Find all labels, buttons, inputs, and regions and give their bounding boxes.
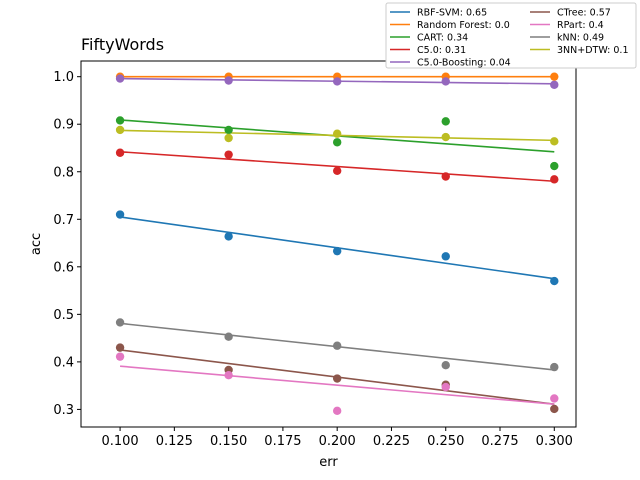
legend-box <box>385 2 637 69</box>
data-point-series-4 <box>441 172 450 181</box>
data-point-series-9 <box>550 137 559 146</box>
x-tick-label: 0.175 <box>264 434 301 449</box>
data-point-series-3 <box>332 138 342 147</box>
plot-marks <box>115 72 559 416</box>
data-point-series-2 <box>550 72 559 81</box>
legend-label: CTree: 0.57 <box>557 8 611 19</box>
data-point-series-6 <box>550 404 559 414</box>
axes-frame <box>80 60 577 428</box>
data-point-series-6 <box>332 374 342 383</box>
data-point-series-3 <box>441 117 450 126</box>
fit-line-series-4 <box>120 150 555 183</box>
data-point-series-7 <box>115 352 125 361</box>
legend-label: kNN: 0.49 <box>557 33 604 44</box>
y-axis-label: acc <box>29 233 44 255</box>
data-point-series-4 <box>224 150 233 159</box>
x-tick-label: 0.200 <box>319 434 356 449</box>
x-tick-label: 0.125 <box>156 434 193 449</box>
legend-label: RBF-SVM: 0.65 <box>417 8 487 19</box>
legend-label: RPart: 0.4 <box>557 20 604 31</box>
chart-title: FiftyWords <box>81 35 164 54</box>
legend-label: 3NN+DTW: 0.1 <box>557 45 629 56</box>
x-axis-label: err <box>319 455 338 470</box>
y-tick-label: 0.6 <box>53 260 74 275</box>
x-tick-label: 0.100 <box>101 434 138 449</box>
data-point-series-3 <box>550 161 559 171</box>
y-tick-label: 0.4 <box>53 355 74 370</box>
data-point-series-8 <box>550 362 559 372</box>
data-point-series-8 <box>332 341 342 350</box>
data-point-series-9 <box>441 132 450 142</box>
data-point-series-1 <box>550 276 559 286</box>
data-point-series-1 <box>332 246 342 256</box>
legend-label: C5.0-Boosting: 0.04 <box>417 58 511 69</box>
x-tick-label: 0.275 <box>481 434 518 449</box>
data-point-series-5 <box>441 77 450 86</box>
fit-line-series-7 <box>120 365 555 405</box>
data-point-series-5 <box>550 80 559 89</box>
x-tick-label: 0.300 <box>536 434 573 449</box>
data-point-series-1 <box>224 232 233 241</box>
data-point-series-5 <box>332 77 342 86</box>
x-axis-ticks: 0.100 0.125 0.150 0.175 0.200 0.225 0.250 0.275… <box>101 427 573 449</box>
data-point-series-3 <box>115 116 125 125</box>
y-tick-label: 0.8 <box>53 165 74 180</box>
data-point-series-1 <box>441 252 450 261</box>
x-tick-label: 0.225 <box>373 434 410 449</box>
y-axis-ticks: 0.3 0.4 0.5 0.6 0.7 0.8 0.9 1.0 <box>53 70 81 418</box>
data-point-series-5 <box>224 76 233 85</box>
legend-label: C5.0: 0.31 <box>417 45 466 56</box>
data-point-series-7 <box>441 382 450 392</box>
data-point-series-9 <box>332 129 342 138</box>
y-tick-label: 0.7 <box>53 213 74 228</box>
y-tick-label: 0.5 <box>53 308 74 323</box>
data-point-series-1 <box>115 210 125 219</box>
data-point-series-7 <box>550 394 559 403</box>
legend-label: Random Forest: 0.0 <box>417 20 510 31</box>
data-point-series-6 <box>115 343 125 352</box>
y-tick-label: 1.0 <box>53 70 74 85</box>
data-point-series-8 <box>224 332 233 341</box>
x-tick-label: 0.150 <box>210 434 247 449</box>
data-point-series-9 <box>224 133 233 143</box>
y-tick-label: 0.9 <box>53 118 74 133</box>
data-point-series-5 <box>115 74 125 83</box>
data-point-series-3 <box>224 125 233 135</box>
data-point-series-4 <box>332 166 342 175</box>
y-tick-label: 0.3 <box>53 403 74 418</box>
legend-label: CART: 0.34 <box>417 33 468 44</box>
data-point-series-7 <box>224 370 233 380</box>
data-point-series-8 <box>441 361 450 370</box>
data-point-series-7 <box>332 406 342 416</box>
data-point-series-9 <box>115 125 125 135</box>
data-point-series-4 <box>550 175 559 184</box>
data-point-series-8 <box>115 318 125 327</box>
data-point-series-4 <box>115 148 125 157</box>
x-tick-label: 0.250 <box>427 434 464 449</box>
